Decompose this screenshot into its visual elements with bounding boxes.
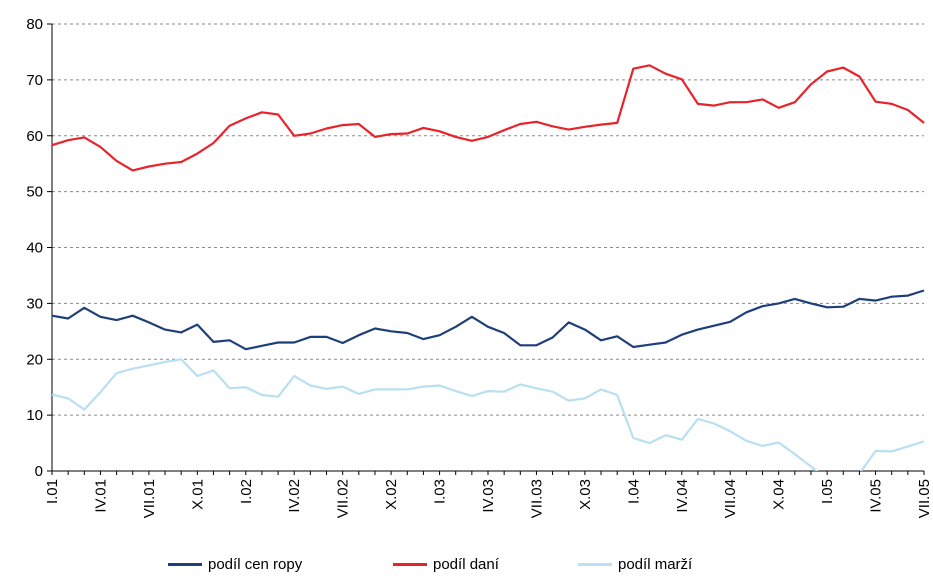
x-tick-label: IV.04: [674, 479, 691, 513]
x-tick-label: VII.02: [335, 479, 352, 518]
x-tick-label: I.03: [432, 479, 449, 504]
y-axis: 0 10 20 30 40 50 60 70 80: [26, 16, 53, 480]
x-tick-label: X.02: [383, 479, 400, 510]
y-tick-label: 20: [26, 351, 43, 368]
legend-swatch-margin: [578, 562, 612, 566]
y-tick-label: 80: [26, 16, 43, 33]
y-tick-label: 0: [35, 463, 43, 480]
series-lines: [51, 64, 925, 471]
x-tick-label: IV.01: [92, 479, 109, 513]
y-tick-label: 10: [26, 407, 43, 424]
legend-item-oil-price-share: podíl cen ropy: [168, 552, 302, 576]
x-tick-label: VII.03: [528, 479, 545, 518]
y-tick-label: 40: [26, 240, 43, 257]
x-tick-label: I.01: [44, 479, 61, 504]
y-tick-label: 50: [26, 184, 43, 201]
x-tick-label: IV.05: [868, 479, 885, 513]
x-tick-label: I.05: [819, 479, 836, 504]
x-tick-label: VII.04: [722, 479, 739, 518]
gridlines: [52, 23, 924, 416]
legend-label-margin: podíl marží: [618, 555, 693, 573]
y-tick-label: 70: [26, 72, 43, 89]
series-line-2: [51, 358, 925, 471]
x-tick-label: IV.02: [286, 479, 303, 513]
x-tick-label: I.04: [625, 479, 642, 504]
x-tick-label: X.04: [771, 479, 788, 510]
legend-label-tax: podíl daní: [433, 555, 499, 573]
x-tick-label: VII.05: [916, 479, 933, 518]
x-axis: I.01 IV.01 VII.01 X.01 I.02 IV.02 VII.02 X.02 I.…: [44, 470, 933, 518]
legend-swatch-oil: [168, 562, 202, 566]
legend-label-oil: podíl cen ropy: [208, 555, 303, 573]
x-tick-label: X.03: [577, 479, 594, 510]
x-tick-label: VII.01: [141, 479, 158, 518]
series-line-1: [51, 64, 925, 172]
series-line-0: [51, 289, 925, 351]
legend-swatch-tax: [393, 562, 427, 566]
legend-item-tax-share: podíl daní: [393, 552, 499, 576]
legend: podíl cen ropy podíl daní podíl marží: [0, 552, 933, 576]
legend-item-margin-share: podíl marží: [578, 552, 692, 576]
y-tick-label: 30: [26, 295, 43, 312]
x-tick-label: I.02: [238, 479, 255, 504]
x-tick-label: X.01: [189, 479, 206, 510]
x-tick-label: IV.03: [480, 479, 497, 513]
y-tick-label: 60: [26, 128, 43, 145]
